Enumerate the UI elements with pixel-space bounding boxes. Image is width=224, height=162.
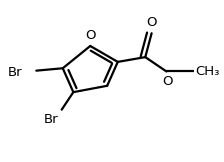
Text: O: O <box>162 75 173 88</box>
Text: O: O <box>85 29 95 42</box>
Text: CH₃: CH₃ <box>195 65 219 78</box>
Text: O: O <box>146 16 157 29</box>
Text: Br: Br <box>8 66 23 79</box>
Text: Br: Br <box>44 113 58 126</box>
